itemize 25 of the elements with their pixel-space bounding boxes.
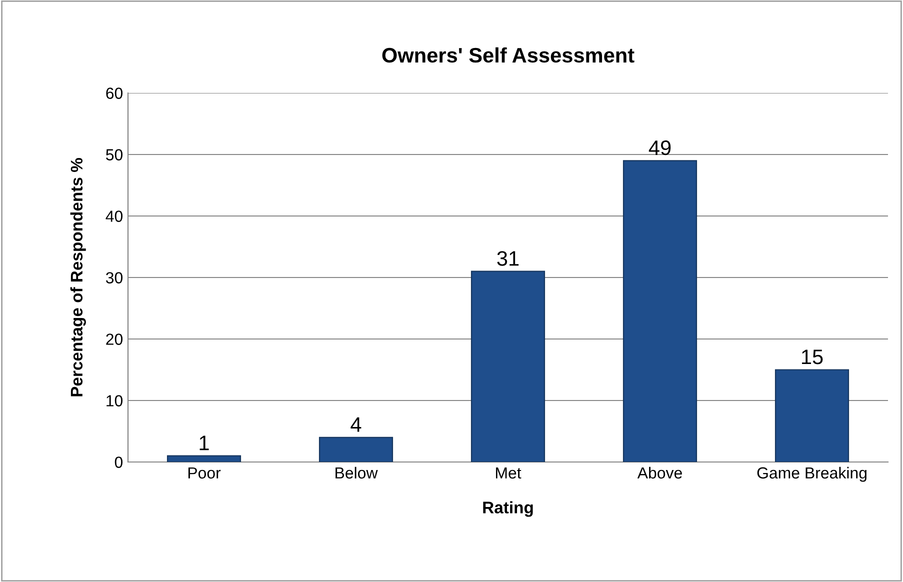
y-tick-label: 50	[106, 149, 123, 160]
data-label: 31	[497, 251, 519, 266]
chart-title: Owners' Self Assessment	[382, 47, 634, 63]
x-tick-label: Above	[637, 466, 682, 479]
data-label: 4	[350, 417, 362, 432]
x-tick-label: Poor	[188, 467, 221, 479]
bar	[318, 436, 394, 462]
bar	[166, 455, 242, 462]
x-tick-label: Game Breaking	[757, 466, 866, 482]
x-tick-label: Below	[336, 466, 378, 479]
x-tick-label: Met	[496, 467, 522, 479]
bar	[622, 160, 698, 462]
y-tick-label: 30	[106, 272, 123, 284]
data-label: 49	[648, 140, 671, 156]
data-label: 1	[200, 436, 209, 450]
y-tick-label: 60	[106, 88, 123, 99]
bar	[774, 369, 850, 462]
data-label: 15	[802, 350, 823, 364]
y-tick-label: 0	[114, 456, 123, 468]
x-axis-title: Rating	[483, 501, 533, 517]
y-axis-title: Percentage of Respondents %	[70, 158, 86, 396]
bar	[470, 270, 546, 462]
y-tick-label: 10	[106, 395, 123, 406]
y-tick-label: 20	[106, 334, 123, 345]
y-tick-label: 40	[106, 210, 123, 222]
